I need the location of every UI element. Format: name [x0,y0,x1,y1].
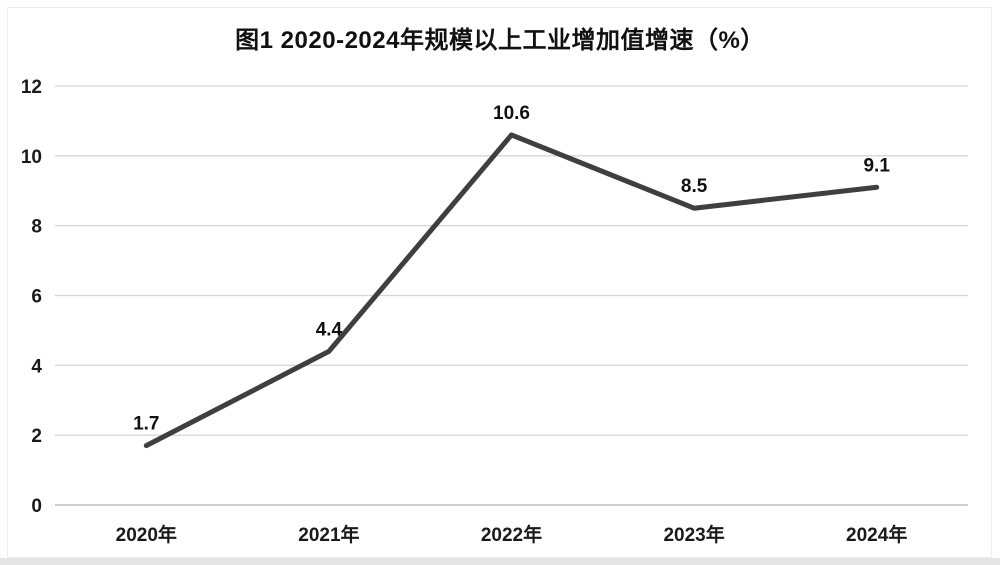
chart-frame [7,7,992,558]
x-axis-category-label: 2024年 [846,523,907,546]
data-point-label: 9.1 [863,155,890,176]
y-axis-tick-label: 12 [21,77,42,98]
x-axis-category-label: 2023年 [663,523,724,546]
data-series-line [143,132,880,449]
x-axis-category-label: 2021年 [298,523,359,546]
x-axis-category-label: 2022年 [481,523,542,546]
data-point-label: 1.7 [133,414,159,435]
y-axis-tick-label: 10 [21,147,42,168]
y-axis-tick-label: 2 [31,426,42,447]
chart-title: 图1 2020-2024年规模以上工业增加值增速（%） [235,27,765,54]
y-axis-tick-label: 8 [31,217,42,238]
x-axis-category-label: 2020年 [116,523,177,546]
y-axis-tick-label: 6 [31,287,42,308]
bottom-edge-strip [0,558,1000,565]
data-point-label: 10.6 [493,103,530,124]
y-axis-tick-label: 4 [31,356,42,377]
data-point-label: 4.4 [316,319,343,340]
data-point-label: 8.5 [681,176,708,197]
y-axis-tick-label: 0 [31,496,42,517]
